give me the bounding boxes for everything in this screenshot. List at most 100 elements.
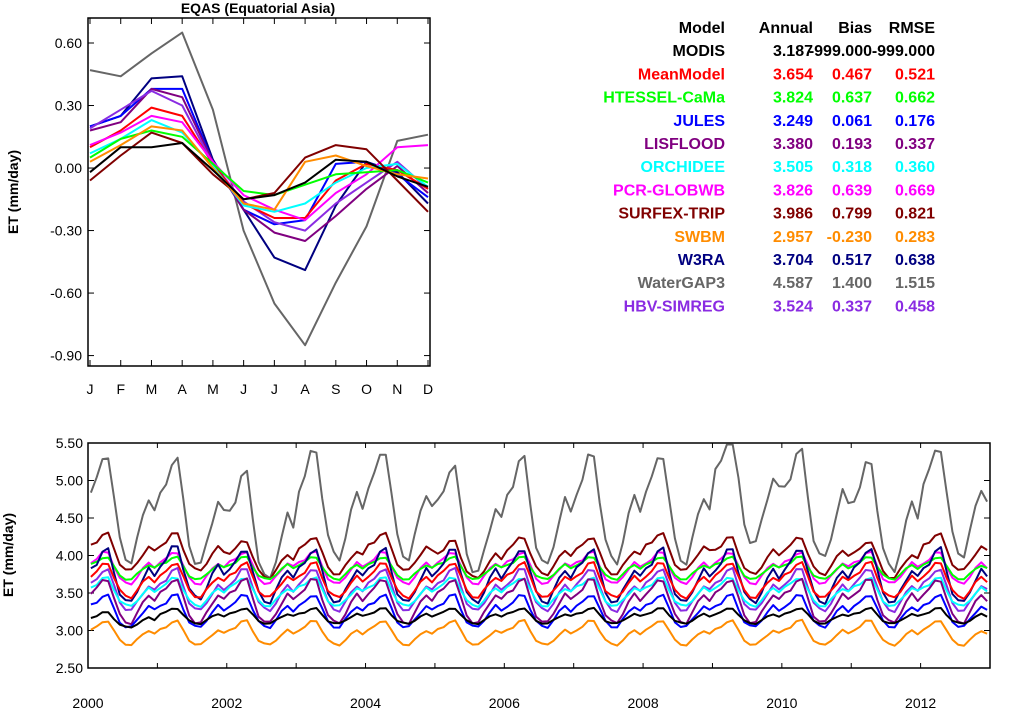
x-tick-label: 2002: [211, 695, 242, 711]
table-cell: SWBM: [674, 229, 725, 246]
table-cell: 1.515: [895, 275, 935, 292]
table-cell: ORCHIDEE: [641, 159, 726, 176]
x-tick-label: 2000: [72, 695, 103, 711]
plot-frame: [87, 17, 431, 367]
y-axis-label: ET (mm/day): [0, 513, 16, 597]
table-cell: MeanModel: [638, 66, 725, 83]
y-axis: 5.50 5.00 4.50 4.00 3.50 3.00 2.50: [56, 435, 990, 676]
table-cell: 0.467: [832, 66, 872, 83]
y-tick-label: 3.00: [56, 623, 83, 639]
y-tick-label: 2.50: [56, 660, 83, 676]
x-axis: 2000 2002 2004 2006 2008 2010 2012: [72, 443, 991, 711]
table-cell: W3RA: [678, 252, 726, 269]
series-line-watergap3: [89, 443, 988, 580]
table-cell: 0.662: [895, 90, 935, 107]
x-tick-label: 2008: [627, 695, 658, 711]
series-line-hbv-simreg: [90, 567, 988, 614]
y-tick-label: 3.50: [56, 585, 83, 601]
table-cell: -999.000: [872, 43, 935, 60]
x-tick-label: A: [300, 381, 310, 397]
table-cell: 3.524: [773, 298, 813, 315]
table-cell: 4.587: [773, 275, 813, 292]
table-cell: 0.283: [895, 229, 935, 246]
table-cell: 3.187: [773, 43, 813, 60]
table-cell: JULES: [673, 113, 725, 130]
table-cell: 3.826: [773, 182, 813, 199]
y-axis-label: ET (mm/day): [5, 150, 21, 234]
table-cell: 3.824: [773, 90, 813, 107]
series-line-swbm: [90, 618, 988, 647]
table-cell: 0.821: [895, 206, 935, 223]
table-cell: HBV-SIMREG: [624, 298, 725, 315]
chart-title: EQAS (Equatorial Asia): [181, 0, 335, 16]
table-cell: 0.458: [895, 298, 935, 315]
table-cell: -0.230: [827, 229, 872, 246]
y-axis: 0.60 0.30 0.00 -0.30 -0.60 -0.90: [50, 35, 430, 364]
series-line-orchidee: [90, 576, 988, 608]
y-tick-label: -0.60: [50, 285, 82, 301]
y-tick-label: 0.00: [55, 160, 82, 176]
table-header: Annual: [759, 20, 813, 37]
table-cell: MODIS: [673, 43, 726, 60]
series-lines: [89, 443, 988, 647]
table-cell: 0.517: [832, 252, 872, 269]
x-tick-label: J: [87, 381, 94, 397]
table-cell: 3.704: [773, 252, 813, 269]
table-header: RMSE: [889, 20, 936, 37]
x-tick-label: 2006: [489, 695, 520, 711]
table-cell: -999.000: [809, 43, 872, 60]
table-cell: LISFLOOD: [644, 136, 725, 153]
y-tick-label: 5.00: [56, 473, 83, 489]
x-tick-label: D: [423, 381, 433, 397]
x-tick-label: M: [207, 381, 219, 397]
y-tick-label: 4.50: [56, 510, 83, 526]
series-line-pcr-globwb: [89, 114, 429, 222]
x-tick-label: N: [392, 381, 402, 397]
x-tick-label: S: [331, 381, 340, 397]
table-cell: 0.521: [895, 66, 935, 83]
table-cell: 0.637: [832, 90, 872, 107]
table-cell: 0.193: [832, 136, 872, 153]
table-cell: 0.638: [895, 252, 935, 269]
series-line-htessel-cama: [89, 129, 429, 197]
timeseries-chart: 5.50 5.00 4.50 4.00 3.50 3.00 2.50 2000 2002 200…: [0, 435, 991, 711]
series-lines: [89, 31, 429, 347]
series-line-watergap3: [89, 31, 429, 347]
table-cell: 3.380: [773, 136, 813, 153]
y-tick-label: 4.00: [56, 548, 83, 564]
table-cell: 0.337: [832, 298, 872, 315]
series-line-w3ra: [90, 545, 988, 605]
table-cell: 0.639: [832, 182, 872, 199]
x-tick-label: J: [271, 381, 278, 397]
table-cell: 0.360: [895, 159, 935, 176]
y-tick-label: 0.60: [55, 35, 82, 51]
x-tick-label: 2012: [905, 695, 936, 711]
table-cell: 1.400: [832, 275, 872, 292]
x-tick-label: M: [146, 381, 158, 397]
table-cell: SURFEX-TRIP: [618, 206, 725, 223]
y-tick-label: -0.90: [50, 348, 82, 364]
series-line-jules: [89, 87, 429, 226]
x-tick-label: J: [240, 381, 247, 397]
series-line-lisflood: [90, 577, 988, 626]
table-header: Bias: [838, 20, 872, 37]
table-cell: 0.669: [895, 182, 935, 199]
table-cell: 0.318: [832, 159, 872, 176]
table-cell: 0.337: [895, 136, 935, 153]
table-cell: 3.249: [773, 113, 813, 130]
table-cell: WaterGAP3: [638, 275, 726, 292]
series-line-modis: [90, 606, 988, 629]
table-cell: 3.505: [773, 159, 813, 176]
x-tick-label: 2004: [350, 695, 381, 711]
seasonal-anomaly-chart: EQAS (Equatorial Asia) 0.60 0.30 0.00 -0.30…: [5, 0, 433, 397]
table-cell: 3.986: [773, 206, 813, 223]
series-line-surfex-trip: [90, 531, 988, 581]
table-header: Model: [679, 20, 725, 37]
y-tick-label: 0.30: [55, 98, 82, 114]
series-line-modis: [89, 142, 429, 201]
series-line-htessel-cama: [90, 555, 988, 581]
x-tick-label: A: [178, 381, 188, 397]
y-tick-label: 5.50: [56, 435, 83, 451]
